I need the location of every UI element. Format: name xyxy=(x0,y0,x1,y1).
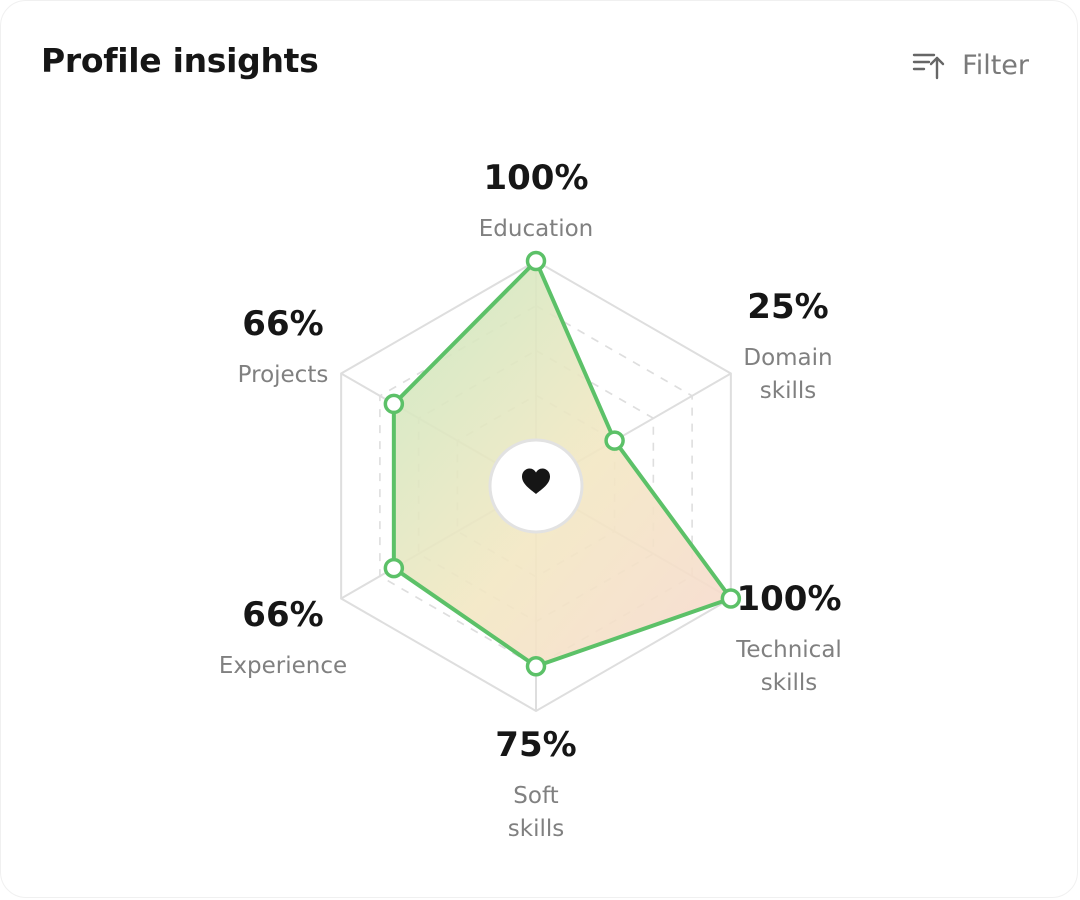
center-badge xyxy=(488,438,584,534)
value-label: 75% xyxy=(495,725,576,765)
radar-labels: 100% Education 25% Domain skills 100% Technica… xyxy=(219,158,842,842)
series-point xyxy=(525,656,547,677)
axis-label: Domain xyxy=(743,345,832,371)
series-point xyxy=(604,430,625,451)
sort-ascending-icon xyxy=(912,50,946,80)
value-label: 25% xyxy=(747,287,828,327)
axis-label: skills xyxy=(508,816,564,842)
axis-label: Technical xyxy=(735,637,842,663)
axis-label: Experience xyxy=(219,653,347,679)
axis-label: Soft xyxy=(513,783,558,809)
axis-label: Projects xyxy=(238,362,329,388)
axis-label: skills xyxy=(761,670,817,696)
value-label: 66% xyxy=(242,595,323,635)
value-label: 66% xyxy=(242,304,323,344)
filter-button[interactable]: Filter xyxy=(912,45,1029,85)
series-point xyxy=(383,393,405,415)
series-point xyxy=(383,557,405,579)
card-title: Profile insights xyxy=(41,41,319,80)
series-point xyxy=(720,588,742,609)
axis-label: Education xyxy=(479,216,594,242)
filter-label: Filter xyxy=(962,49,1029,81)
axis-label: skills xyxy=(760,378,816,404)
heart-icon xyxy=(522,468,550,494)
value-label: 100% xyxy=(736,579,841,619)
value-label: 100% xyxy=(483,158,588,198)
series-point xyxy=(525,250,547,272)
